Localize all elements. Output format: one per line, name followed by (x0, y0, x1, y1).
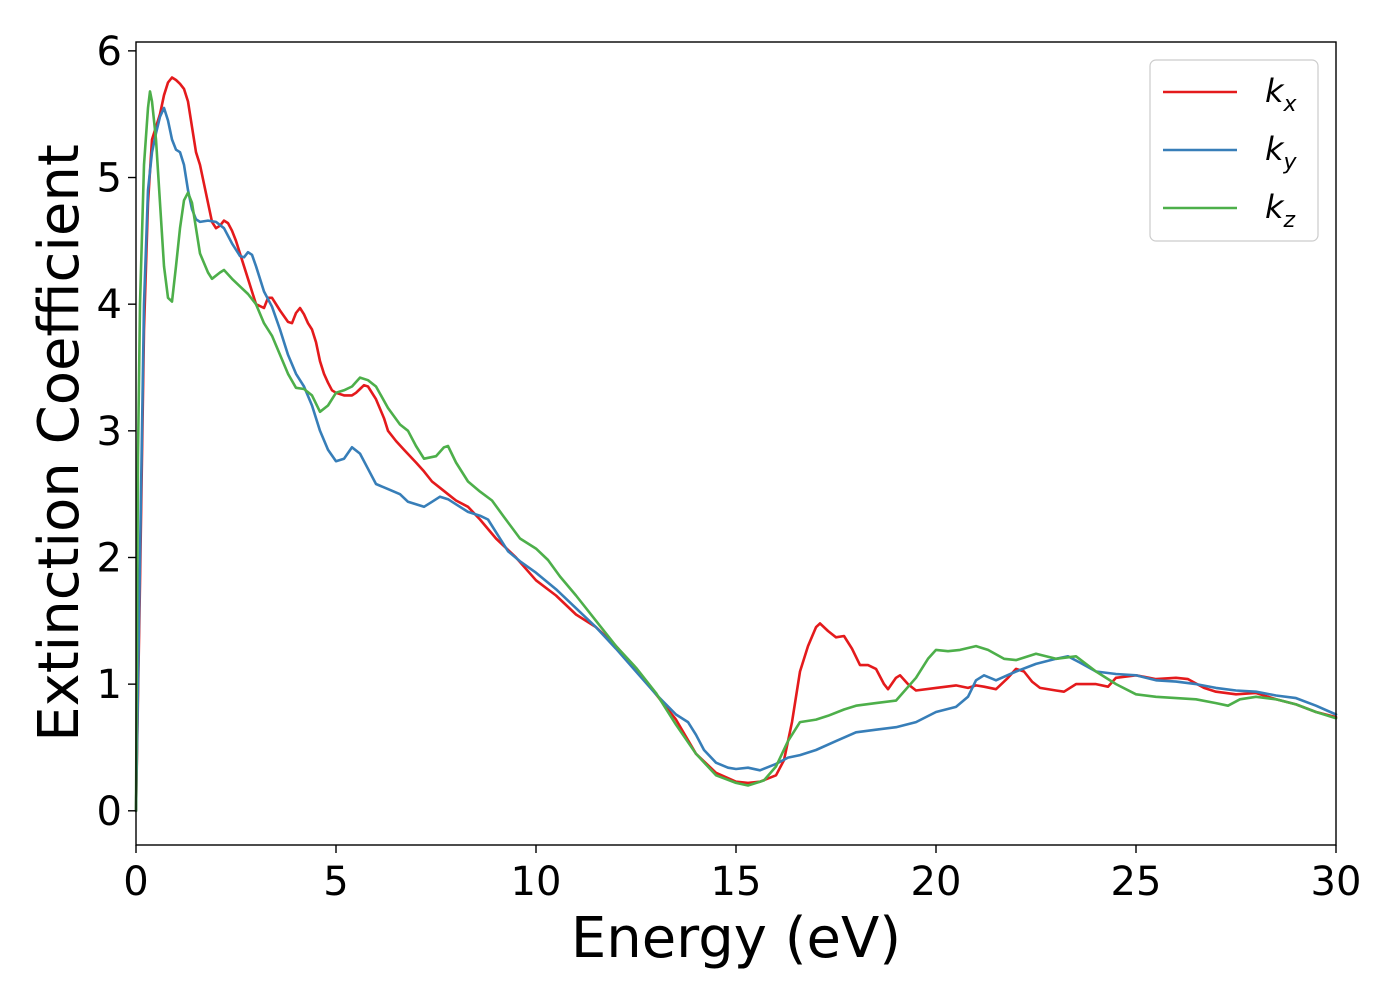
x-tick-label: 25 (1111, 859, 1162, 905)
y-tick-label: 2 (97, 535, 122, 581)
y-tick-label: 1 (97, 662, 122, 708)
y-tick-label: 3 (97, 409, 122, 455)
series-line-ky (134, 106, 1338, 813)
series-layer (134, 76, 1338, 813)
x-tick-label: 30 (1311, 859, 1362, 905)
y-tick-label: 6 (97, 29, 122, 75)
x-tick-label: 0 (123, 859, 148, 905)
y-axis-label: Extinction Coefficient (27, 144, 92, 742)
x-tick-label: 5 (323, 859, 348, 905)
x-tick-label: 20 (911, 859, 962, 905)
plot-background (136, 42, 1336, 845)
x-axis: 0 5 10 15 20 25 30 (123, 845, 1361, 905)
y-tick-label: 5 (97, 156, 122, 202)
x-tick-label: 15 (711, 859, 762, 905)
x-axis-label: Energy (eV) (571, 906, 901, 971)
x-tick-label: 10 (511, 859, 562, 905)
y-tick-label: 4 (97, 282, 122, 328)
y-axis: 0 1 2 3 4 5 6 (97, 29, 136, 835)
y-tick-label: 0 (97, 789, 122, 835)
series-line-kz (134, 90, 1338, 813)
